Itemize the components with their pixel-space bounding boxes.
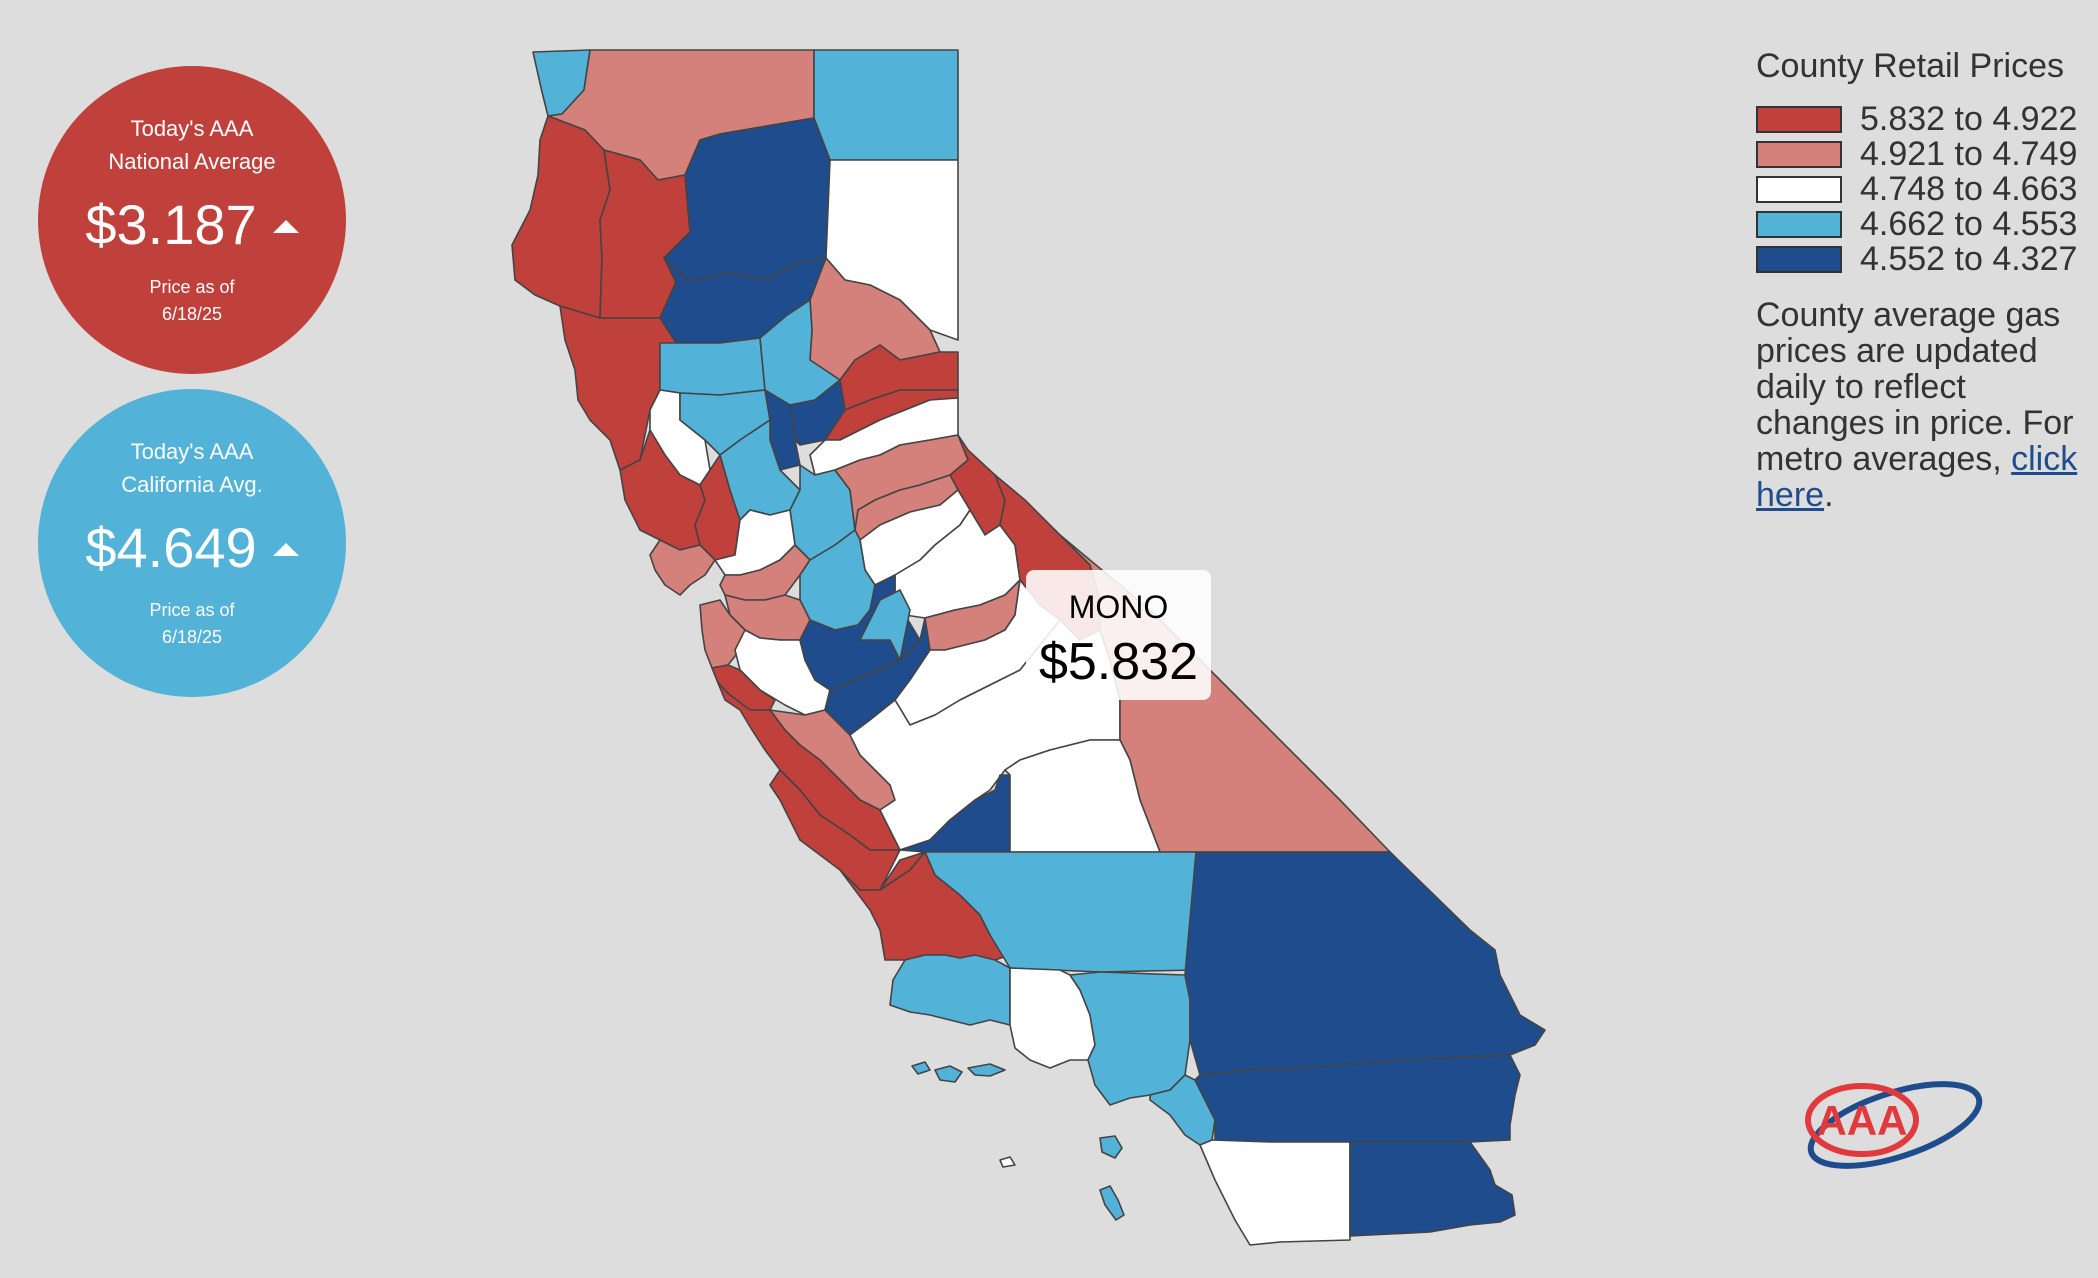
county-san-diego[interactable] [1199,1139,1351,1246]
tooltip-county-price: $5.832 [1038,633,1199,691]
legend-note-end: . [1824,476,1834,514]
national-date-label: Price as of [149,277,235,297]
legend-label: 5.832 to 4.922 [1860,100,2078,138]
state-title-line2: California Avg. [121,472,263,497]
national-date-value: 6/18/25 [161,304,223,324]
aaa-logo-swoosh [1807,1081,1983,1169]
legend-swatch [1756,106,1842,133]
national-title-line2: National Average [108,149,276,174]
county-tulare[interactable] [1004,739,1161,853]
county-modoc[interactable] [813,49,959,161]
state-date-value: 6/18/25 [161,627,223,647]
legend-note-text: County average gas prices are updated da… [1756,296,2074,478]
island-4 [1099,1135,1123,1159]
national-title-line1: Today's AAA [130,116,254,141]
county-orange[interactable] [1149,1074,1216,1146]
legend-label: 4.662 to 4.553 [1860,205,2078,243]
legend-swatch [1756,141,1842,168]
state-title-line1: Today's AAA [130,439,254,464]
state-price-date: Price as of 6/18/25 [38,597,346,651]
national-average-badge: Today's AAA National Average $3.187 Pric… [38,66,346,374]
state-date-label: Price as of [149,600,235,620]
island-2 [934,1065,963,1083]
legend-item: 5.832 to 4.922 [1756,102,2086,137]
legend-note: County average gas prices are updated da… [1756,297,2086,513]
trend-up-icon [272,220,299,233]
aaa-logo-ring [1805,1083,1919,1157]
national-price-row: $3.187 [38,190,346,260]
county-san-bernardino[interactable] [1184,851,1546,1076]
legend-swatch [1756,176,1842,203]
county-marin[interactable] [649,539,716,596]
metro-averages-link[interactable]: click here [1756,440,2078,514]
legend-item: 4.552 to 4.327 [1756,242,2086,277]
county-ventura[interactable] [889,954,1011,1026]
price-legend: County Retail Prices 5.832 to 4.922 4.92… [1756,44,2086,513]
island-6 [999,1156,1016,1168]
island-1 [911,1061,931,1075]
legend-label: 4.921 to 4.749 [1860,135,2078,173]
county-riverside[interactable] [1194,1054,1521,1143]
legend-item: 4.921 to 4.749 [1756,137,2086,172]
legend-swatch [1756,211,1842,238]
legend-title: County Retail Prices [1756,47,2065,85]
county-san-mateo[interactable] [699,599,746,669]
trend-up-icon [272,543,299,556]
county-kings-west[interactable] [879,849,926,891]
county-tooltip: MONO $5.832 [1026,570,1211,700]
legend-items: 5.832 to 4.922 4.921 to 4.749 4.748 to 4… [1756,102,2086,277]
county-tuolumne-east[interactable] [859,589,911,661]
county-imperial[interactable] [1349,1141,1516,1237]
california-average-price: $4.649 [85,516,257,579]
national-price-date: Price as of 6/18/25 [38,274,346,328]
island-5 [1099,1185,1125,1221]
california-average-title: Today's AAA California Avg. [38,435,346,501]
aaa-logo-text: AAA [1817,1097,1908,1144]
county-glenn[interactable] [659,337,766,396]
county-humboldt[interactable] [511,115,611,319]
tooltip-county-name: MONO [1068,589,1169,625]
national-average-price: $3.187 [85,193,257,256]
legend-item: 4.748 to 4.663 [1756,172,2086,207]
legend-label: 4.748 to 4.663 [1860,170,2078,208]
legend-item: 4.662 to 4.553 [1756,207,2086,242]
national-average-title: Today's AAA National Average [38,112,346,178]
aaa-logo[interactable]: AAA [1800,1070,1990,1180]
state-price-row: $4.649 [38,513,346,583]
legend-swatch [1756,246,1842,273]
island-3 [967,1063,1006,1077]
california-average-badge: Today's AAA California Avg. $4.649 Price… [38,389,346,697]
legend-label: 4.552 to 4.327 [1860,240,2078,278]
